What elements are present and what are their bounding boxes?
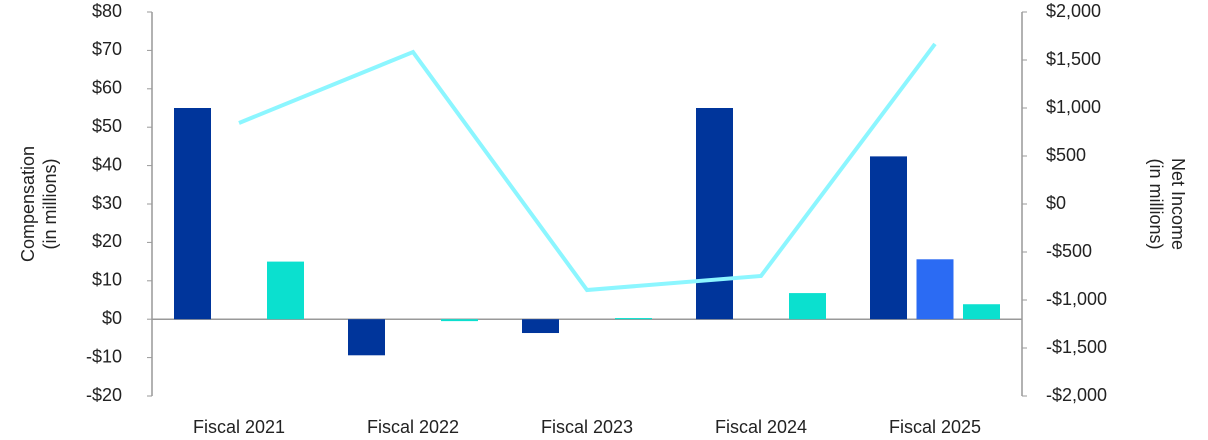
y-tick-label: -$20 [86, 385, 122, 405]
y2-tick-label: -$1,000 [1046, 289, 1107, 309]
bar [267, 261, 304, 320]
y-tick-label: $0 [102, 308, 122, 328]
y-tick-label: $50 [92, 116, 122, 136]
y-tick-label: $20 [92, 231, 122, 251]
bar [441, 319, 478, 322]
y-axis-title-line: Compensation [18, 146, 38, 262]
y2-tick-label: $2,000 [1046, 1, 1101, 21]
bar [870, 156, 907, 320]
y2-tick-label: $1,500 [1046, 49, 1101, 69]
bar [696, 108, 733, 320]
y-axis-title-line: (in millions) [40, 158, 60, 249]
bar [522, 319, 559, 334]
bar [615, 318, 652, 320]
x-tick-label: Fiscal 2025 [889, 417, 981, 437]
bar [916, 259, 954, 320]
y2-tick-label: -$1,500 [1046, 337, 1107, 357]
bar [963, 304, 1000, 320]
y2-tick-label: $1,000 [1046, 97, 1101, 117]
bar [348, 319, 385, 356]
y2-tick-label: $0 [1046, 193, 1066, 213]
x-tick-label: Fiscal 2023 [541, 417, 633, 437]
y2-tick-label: $500 [1046, 145, 1086, 165]
y-tick-label: $60 [92, 78, 122, 98]
y-tick-label: $10 [92, 270, 122, 290]
y2-tick-label: -$500 [1046, 241, 1092, 261]
line-series [238, 42, 937, 293]
bar [174, 108, 211, 320]
y-tick-label: $80 [92, 1, 122, 21]
y-axis-title: Compensation (in millions) [18, 146, 60, 262]
y2-axis-title: Net Income(in millions) [1146, 158, 1188, 250]
bar [789, 293, 826, 320]
x-tick-label: Fiscal 2021 [193, 417, 285, 437]
y2-axis-title-line: Net Income [1168, 158, 1188, 250]
y2-tick-label: -$2,000 [1046, 385, 1107, 405]
x-tick-label: Fiscal 2024 [715, 417, 807, 437]
y-tick-label: -$10 [86, 346, 122, 366]
y-tick-label: $70 [92, 39, 122, 59]
x-tick-label: Fiscal 2022 [367, 417, 459, 437]
y-tick-label: $40 [92, 154, 122, 174]
y2-axis-title-line: (in millions) [1146, 158, 1166, 249]
y-tick-label: $30 [92, 193, 122, 213]
